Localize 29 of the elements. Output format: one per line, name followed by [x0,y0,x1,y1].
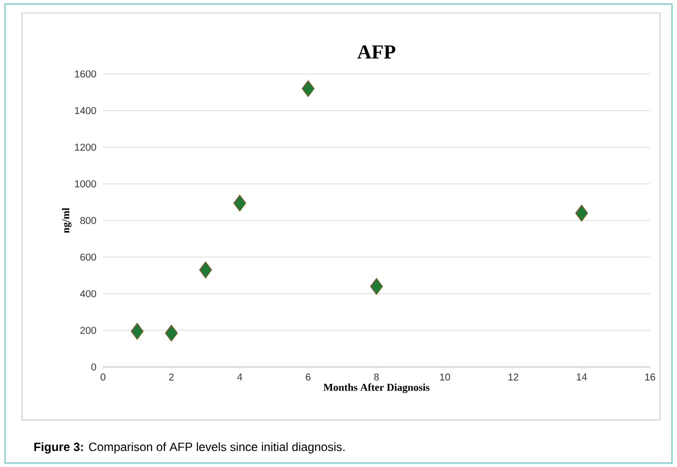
y-tick-label: 0 [91,363,96,371]
y-tick-label: 1000 [75,180,96,188]
point [575,204,588,222]
x-tick-label: 14 [576,374,587,380]
text: Figure 3: Comparison of AFP levels since initial diagnosis. [34,442,344,454]
y-tick-label: 1600 [75,70,96,78]
y-tick-label: 1200 [75,144,96,151]
x-tick-label: 0 [100,374,106,381]
y-axis-title: ng/ml [62,208,72,233]
x-axis-title: Months After Diagnosis [324,383,430,394]
point [199,262,212,278]
x-tick-label: 8 [374,374,379,381]
y-tick-label: 1400 [75,107,96,114]
y-tick-label: 800 [80,216,96,224]
point [130,322,144,340]
x-tick-label: 10 [440,374,450,381]
point [370,278,383,295]
chart-title: AFP [357,45,396,58]
y-tick-label: 400 [80,290,96,298]
x-tick-label: 2 [169,374,174,380]
point [233,194,246,212]
x-tick-label: 16 [645,374,656,381]
x-tick-label: 4 [237,374,242,380]
point [164,324,178,342]
x-tick-label: 12 [508,374,518,380]
point [302,80,315,98]
y-tick-label: 200 [80,326,96,334]
y-tick-label: 600 [80,254,96,261]
x-tick-label: 6 [306,374,310,381]
